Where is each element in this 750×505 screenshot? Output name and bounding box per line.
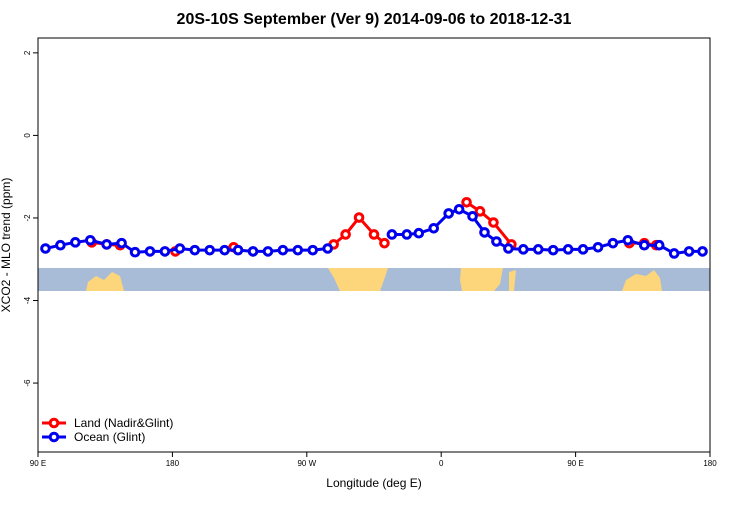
point: [479, 227, 490, 238]
point: [592, 241, 604, 253]
point: [428, 222, 440, 234]
chart-title: 20S-10S September (Ver 9) 2014-09-06 to …: [177, 11, 572, 28]
point: [262, 246, 274, 257]
x-axis-label: Longitude (deg E): [326, 476, 421, 490]
point: [340, 229, 351, 240]
x-tick-label: 90 E: [30, 459, 46, 468]
point: [159, 246, 171, 257]
x-tick-label: 180: [703, 459, 717, 468]
point: [577, 244, 589, 255]
point: [174, 243, 186, 254]
point: [55, 239, 66, 251]
land-area: [86, 272, 124, 291]
point: [638, 239, 650, 251]
point: [607, 237, 619, 249]
y-axis-label: XCO2 - MLO trend (ppm): [0, 178, 13, 313]
point: [277, 244, 289, 256]
point: [683, 246, 695, 257]
point: [144, 246, 156, 257]
point: [101, 239, 112, 250]
land-area: [460, 268, 503, 291]
point: [247, 246, 259, 257]
point: [353, 212, 365, 223]
land-area: [622, 270, 662, 291]
point: [491, 236, 502, 247]
point: [653, 239, 665, 251]
point: [232, 244, 244, 256]
point: [622, 234, 634, 246]
point: [129, 246, 141, 258]
point: [474, 206, 486, 217]
point: [322, 243, 334, 254]
legend-label: Ocean (Glint): [74, 430, 145, 444]
point: [547, 244, 559, 256]
point: [518, 244, 529, 255]
point: [488, 217, 499, 228]
x-tick-label: 180: [166, 459, 180, 468]
point: [368, 229, 380, 240]
legend-label: Land (Nadir&Glint): [74, 416, 173, 430]
legend-marker: [48, 417, 60, 429]
point: [697, 246, 708, 257]
point: [84, 234, 96, 246]
point: [443, 208, 454, 219]
point: [40, 243, 51, 254]
point: [562, 244, 574, 255]
y-tick-label: 2: [23, 50, 32, 55]
legend-marker: [48, 431, 60, 443]
point: [379, 237, 390, 249]
point: [532, 244, 544, 255]
land-ocean-map: [38, 268, 710, 291]
x-tick-label: 0: [439, 459, 444, 468]
plot-frame: [37, 37, 711, 453]
point: [503, 243, 514, 254]
point: [413, 227, 425, 239]
point: [461, 196, 472, 208]
x-tick-label: 90 E: [567, 459, 583, 468]
x-tick-label: 90 W: [297, 459, 316, 468]
y-tick-label: -6: [23, 379, 32, 387]
point: [189, 244, 201, 256]
point: [453, 203, 465, 215]
point: [401, 229, 413, 240]
point: [386, 229, 398, 240]
point: [292, 244, 304, 256]
land-area: [509, 270, 516, 291]
land-area: [328, 268, 388, 291]
point: [116, 237, 127, 249]
point: [307, 244, 319, 256]
point: [668, 248, 680, 259]
point: [467, 211, 478, 222]
point: [70, 237, 81, 248]
y-tick-label: -4: [23, 296, 32, 304]
point: [219, 244, 230, 256]
point: [204, 244, 216, 256]
y-tick-label: -2: [23, 214, 32, 222]
y-tick-label: 0: [23, 133, 32, 138]
